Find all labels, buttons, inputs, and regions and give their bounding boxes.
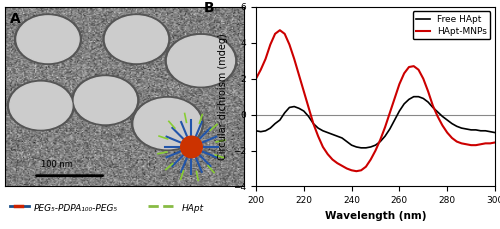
Free HApt [306,115,312,118]
Circle shape [10,82,72,129]
HApt-MNPs [420,77,426,80]
Circle shape [103,14,170,64]
HApt-MNPs [334,162,340,164]
Free HApt [492,131,498,134]
HApt-MNPs [310,122,316,125]
Circle shape [17,16,79,63]
HApt-MNPs [253,77,259,80]
Free HApt [487,130,493,133]
Circle shape [8,81,74,131]
Circle shape [134,98,201,149]
Circle shape [132,97,204,150]
Free HApt [434,111,440,113]
Y-axis label: Circular dichroism (mdeg): Circular dichroism (mdeg) [218,33,228,160]
X-axis label: Wavelength (nm): Wavelength (nm) [324,211,426,221]
Free HApt [420,97,426,100]
Free HApt [253,129,259,132]
Text: PEG₅-PDPA₁₀₀-PEG₅: PEG₅-PDPA₁₀₀-PEG₅ [34,204,118,213]
Free HApt [410,95,416,98]
HApt-MNPs [330,158,336,161]
Legend: Free HApt, HApt-MNPs: Free HApt, HApt-MNPs [412,11,490,39]
Line: Free HApt: Free HApt [256,97,495,148]
Circle shape [106,16,168,63]
Free HApt [358,147,364,149]
Circle shape [14,14,82,64]
HApt-MNPs [277,29,283,32]
Circle shape [168,35,234,86]
HApt-MNPs [354,170,360,173]
Text: 100 nm: 100 nm [41,160,72,169]
Text: HApt: HApt [182,204,204,213]
Free HApt [324,131,330,134]
HApt-MNPs [487,142,493,145]
Free HApt [330,133,336,136]
HApt-MNPs [492,141,498,144]
Circle shape [74,77,136,124]
Text: B: B [204,1,214,16]
HApt-MNPs [434,115,440,118]
Text: A: A [10,12,20,26]
Circle shape [72,75,139,125]
Line: HApt-MNPs: HApt-MNPs [256,30,495,171]
Circle shape [165,34,237,88]
